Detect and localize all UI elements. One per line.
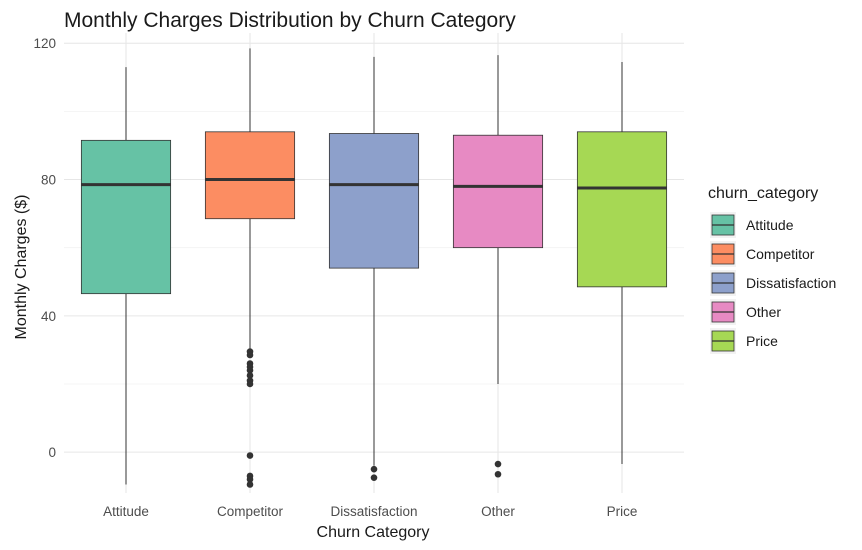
box-attitude: [80, 67, 172, 485]
outlier-point: [494, 470, 502, 478]
legend-item-attitude: Attitude: [710, 212, 794, 238]
y-tick-label: 120: [33, 36, 56, 51]
outlier-point: [246, 452, 254, 459]
outlier-point: [246, 367, 254, 374]
box-price: [576, 61, 668, 465]
y-axis-title: Monthly Charges ($): [13, 195, 30, 340]
x-tick-label: Price: [607, 504, 638, 519]
legend-label: Other: [746, 304, 781, 320]
box-body: [576, 131, 668, 288]
x-tick-label: Competitor: [217, 504, 284, 519]
box-body: [204, 131, 296, 220]
legend-label: Price: [746, 333, 778, 349]
box-body: [80, 139, 172, 295]
box-competitor: [204, 48, 296, 488]
chart-title: Monthly Charges Distribution by Churn Ca…: [64, 9, 516, 32]
y-tick-label: 80: [41, 173, 56, 188]
outlier-point: [246, 380, 254, 388]
box-other: [452, 55, 544, 478]
outlier-point: [246, 372, 254, 379]
outlier-point: [370, 474, 378, 481]
x-axis: Attitude Competitor Dissatisfaction Other Pr…: [103, 504, 637, 519]
y-tick-label: 0: [48, 445, 56, 460]
x-tick-label: Dissatisfaction: [330, 504, 417, 519]
outlier-point: [370, 465, 378, 473]
legend-item-dissatisfaction: Dissatisfaction: [710, 270, 836, 296]
y-tick-label: 40: [41, 309, 56, 324]
legend-label: Competitor: [746, 246, 815, 262]
box-body: [328, 133, 420, 269]
x-tick-label: Other: [481, 504, 515, 519]
legend-title: churn_category: [708, 185, 818, 202]
outlier-point: [494, 460, 502, 468]
box-dissatisfaction: [328, 56, 420, 481]
outlier-point: [246, 476, 254, 483]
legend-label: Attitude: [746, 217, 794, 233]
plot-area: [80, 48, 668, 488]
outlier-point: [246, 351, 254, 359]
x-tick-label: Attitude: [103, 504, 149, 519]
legend-item-competitor: Competitor: [710, 241, 815, 267]
y-axis: 0 40 80 120: [33, 36, 56, 460]
box-body: [452, 134, 544, 249]
legend-item-other: Other: [710, 299, 781, 325]
legend-item-price: Price: [710, 328, 778, 354]
x-axis-title: Churn Category: [317, 524, 430, 541]
outlier-point: [246, 481, 254, 488]
legend-label: Dissatisfaction: [746, 275, 836, 291]
legend: churn_category Attitude Competitor Dissati…: [708, 185, 836, 354]
